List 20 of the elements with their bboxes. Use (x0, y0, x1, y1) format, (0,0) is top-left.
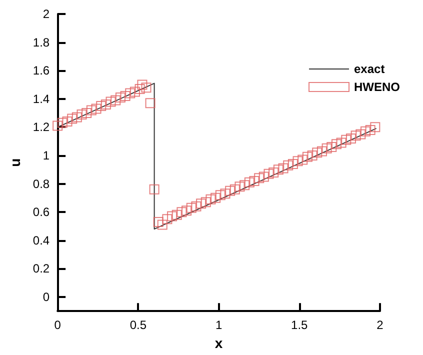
x-tick-label: 0 (54, 318, 62, 332)
x-axis-title: x (214, 335, 223, 351)
y-tick-label: 0.8 (32, 176, 50, 191)
x-tick-label: 2 (376, 318, 384, 332)
y-tick-label: 1.4 (32, 92, 50, 106)
y-tick-label: 1.2 (32, 120, 50, 134)
x-tick-label: 1.5 (291, 318, 308, 332)
y-tick-label: 2 (42, 7, 50, 21)
x-tick-label: 1 (215, 318, 222, 332)
y-tick-label: 1 (42, 148, 50, 162)
legend-label: exact (354, 62, 385, 76)
y-axis-title: u (7, 158, 23, 167)
legend-label: HWENO (354, 80, 400, 94)
x-tick-label: 0.5 (130, 318, 147, 332)
y-tick-label: 0.2 (32, 262, 50, 276)
y-tick-label: 0.6 (32, 205, 50, 220)
y-tick-label: 1.6 (32, 64, 50, 78)
y-tick-label: 1.8 (32, 35, 50, 50)
y-tick-label: 0.4 (32, 233, 50, 248)
y-tick-label: 0 (42, 290, 50, 304)
